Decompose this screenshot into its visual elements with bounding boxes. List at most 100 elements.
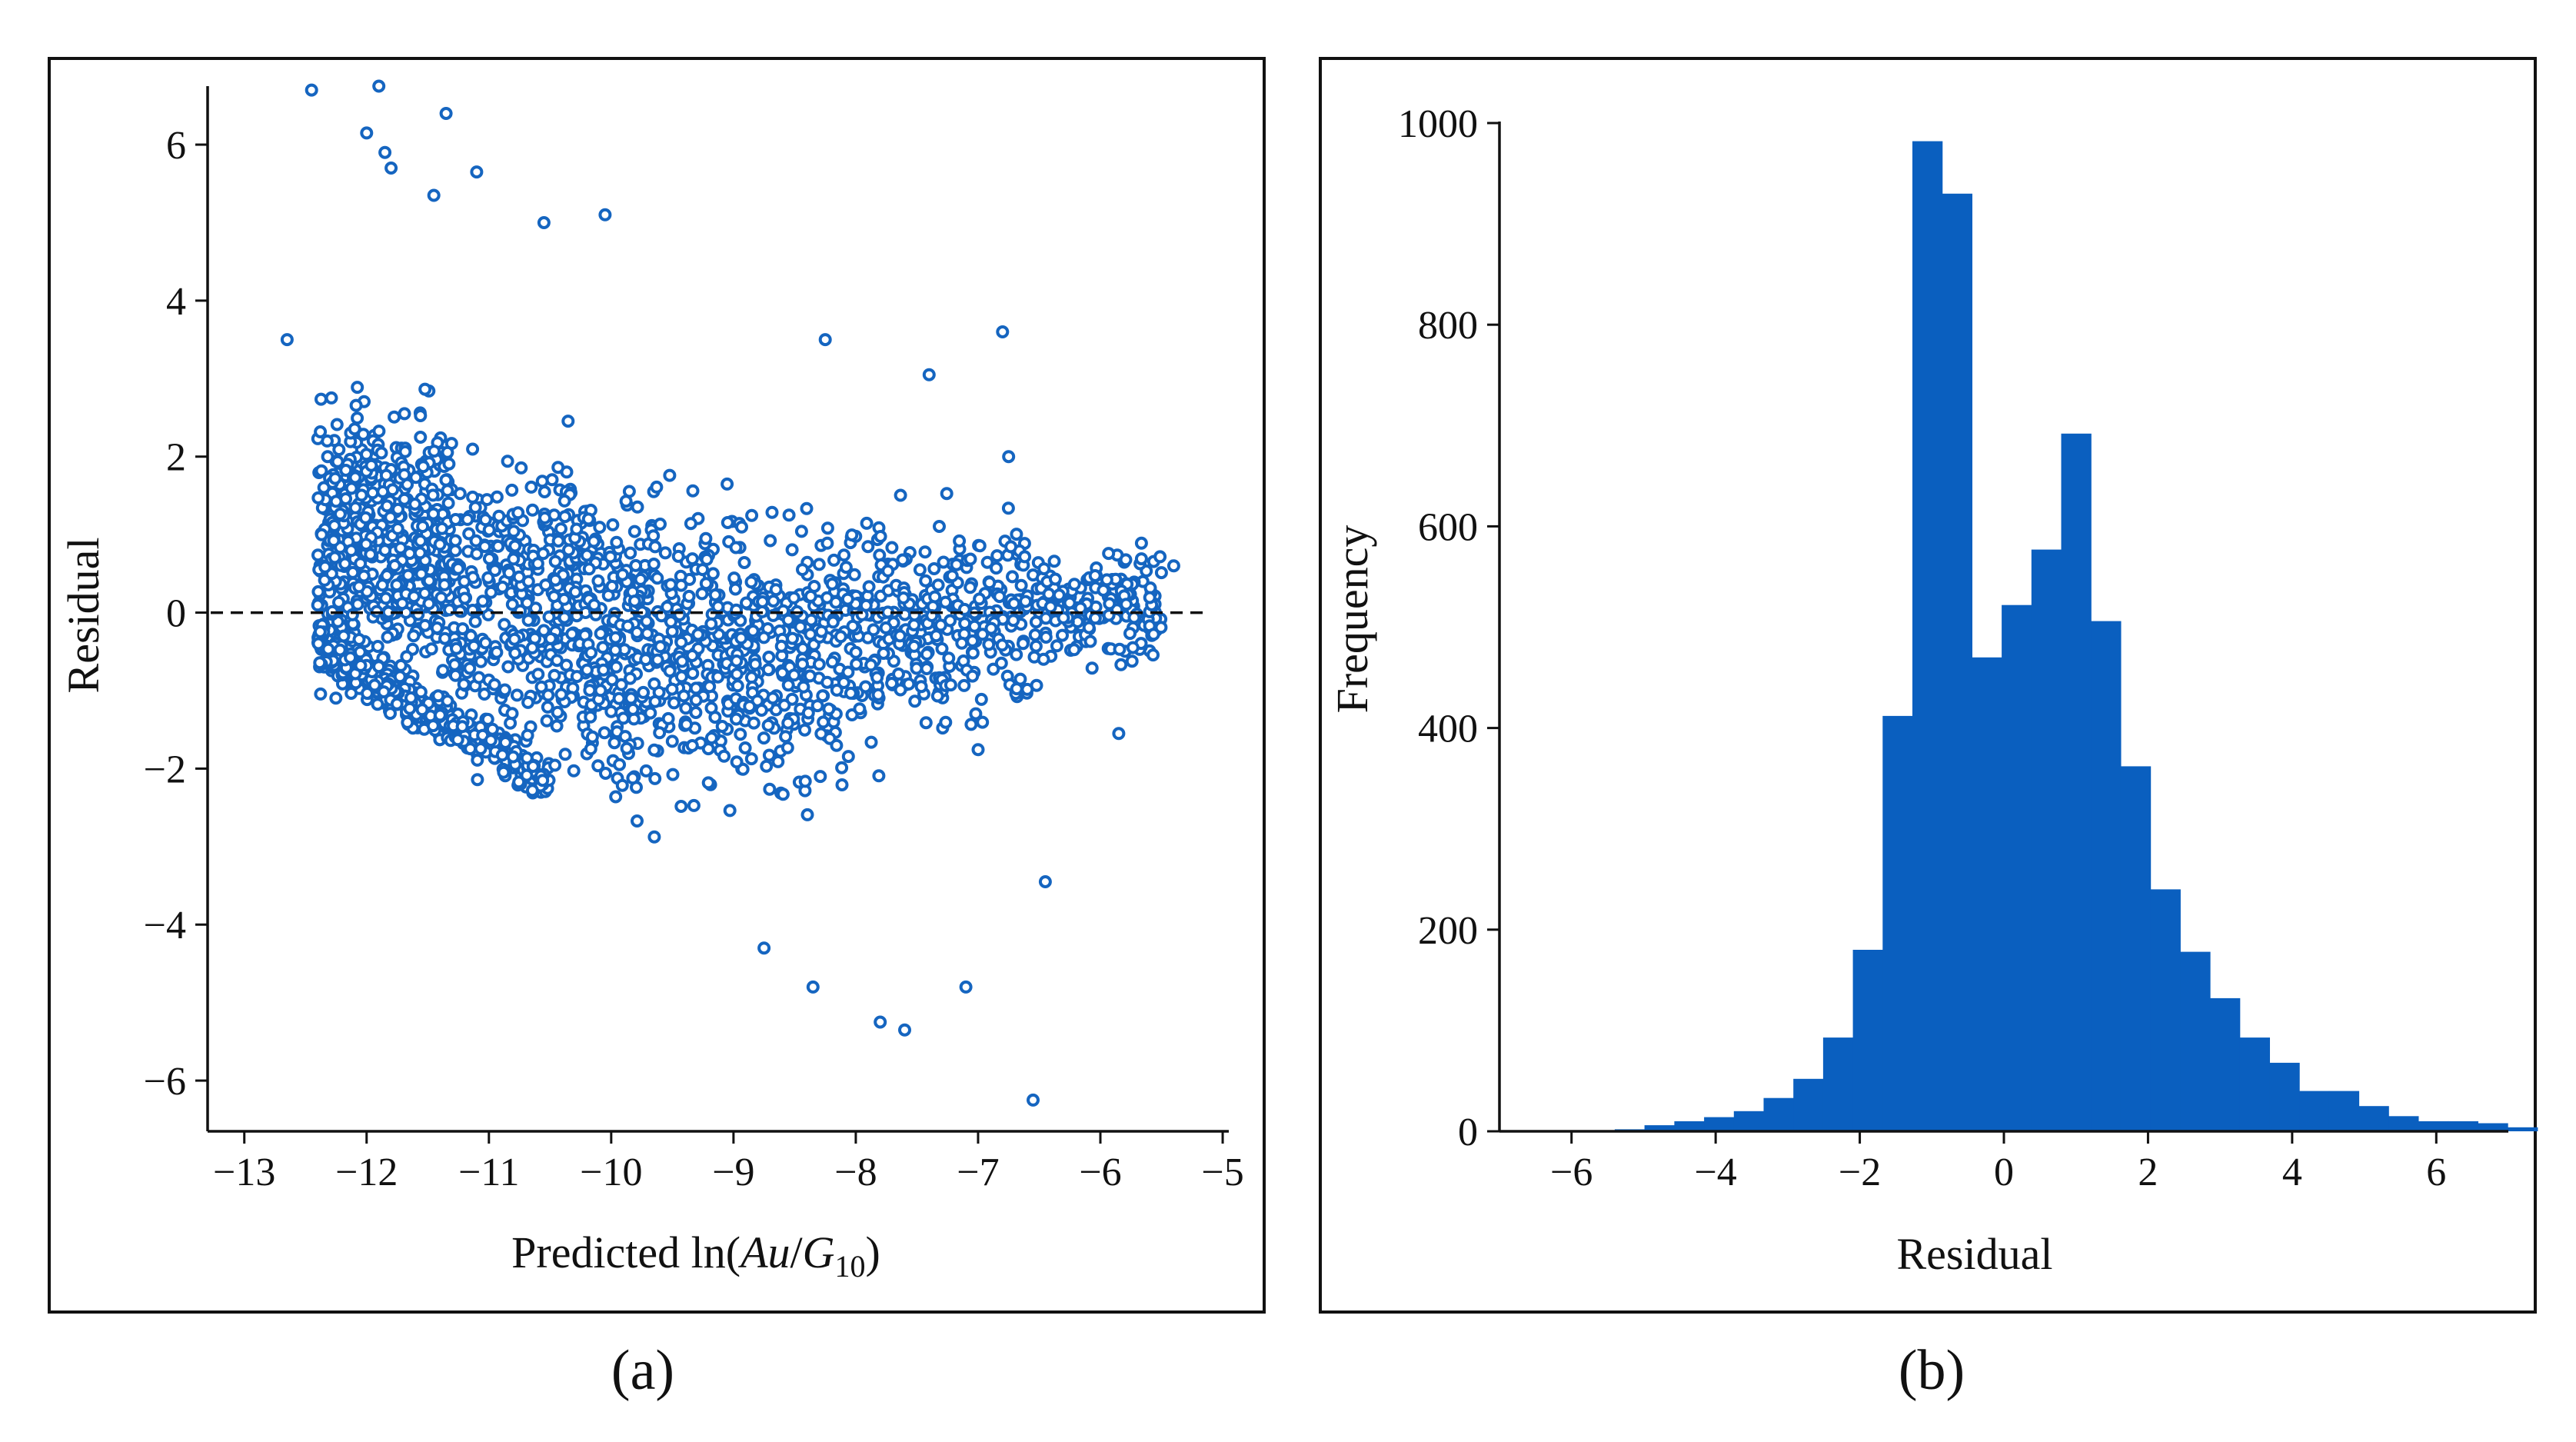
- scatter-point: [647, 743, 661, 757]
- scatter-point: [717, 749, 731, 763]
- scatter-point: [696, 563, 710, 577]
- scatter-point: [587, 535, 601, 548]
- scatter-point: [557, 592, 571, 606]
- scatter-points: [280, 79, 1180, 1107]
- scatter-point: [435, 521, 449, 535]
- scatter-point: [969, 707, 983, 721]
- scatter-point: [531, 668, 545, 681]
- scatter-point: [584, 710, 597, 724]
- scatter-point: [354, 658, 368, 672]
- scatter-point: [814, 624, 828, 638]
- scatter-point: [414, 409, 428, 422]
- scatter-y-tick-label: 6: [166, 124, 186, 168]
- histogram-bar: [2299, 1091, 2330, 1131]
- scatter-point: [967, 619, 981, 633]
- scatter-point: [626, 702, 640, 716]
- scatter-point: [616, 568, 630, 581]
- scatter-point: [740, 596, 753, 610]
- scatter-point: [321, 450, 334, 464]
- scatter-point: [414, 534, 428, 548]
- scatter-point: [526, 503, 539, 517]
- scatter-point: [550, 719, 564, 733]
- scatter-point: [580, 548, 594, 562]
- scatter-point: [744, 752, 758, 766]
- scatter-point: [536, 774, 550, 788]
- xlabel-italic-au: Au: [737, 1227, 790, 1277]
- scatter-point: [687, 798, 701, 812]
- scatter-point: [1019, 594, 1033, 608]
- scatter-point: [1020, 682, 1034, 696]
- scatter-point: [1063, 596, 1077, 610]
- scatter-point: [441, 694, 454, 708]
- scatter-point: [1143, 591, 1157, 604]
- scatter-point: [360, 126, 374, 140]
- scatter-point: [964, 581, 977, 594]
- scatter-point: [807, 580, 821, 593]
- scatter-point: [686, 484, 700, 498]
- scatter-point: [400, 650, 414, 664]
- scatter-point: [558, 510, 572, 524]
- scatter-point: [384, 707, 397, 721]
- scatter-point: [812, 558, 826, 571]
- scatter-x-tick-label: −8: [834, 1151, 877, 1194]
- hist-x-tick-label: −6: [1550, 1151, 1593, 1194]
- scatter-point: [404, 691, 418, 704]
- scatter-point: [898, 1023, 911, 1037]
- scatter-point: [371, 698, 384, 711]
- scatter-point: [762, 651, 776, 664]
- scatter-point: [481, 712, 494, 726]
- scatter-point: [584, 742, 597, 756]
- scatter-point: [424, 642, 438, 656]
- scatter-point: [372, 660, 386, 674]
- scatter-point: [1127, 611, 1141, 624]
- scatter-point: [644, 706, 657, 720]
- scatter-point: [654, 518, 667, 531]
- scatter-point: [957, 678, 971, 692]
- scatter-point: [1039, 631, 1053, 644]
- scatter-y-tick-label: 4: [166, 280, 186, 324]
- scatter-point: [1016, 637, 1030, 651]
- scatter-point: [1052, 588, 1066, 602]
- scatter-point: [450, 641, 463, 655]
- scatter-point: [521, 728, 534, 742]
- scatter-point: [761, 718, 775, 732]
- scatter-point: [721, 516, 734, 529]
- hist-x-tick-label: 0: [1994, 1151, 2014, 1194]
- scatter-point: [1037, 652, 1050, 666]
- scatter-point: [1085, 661, 1099, 675]
- histogram-bar: [2210, 997, 2241, 1131]
- scatter-point: [451, 733, 464, 747]
- scatter-point: [1057, 611, 1070, 624]
- scatter-point: [844, 686, 857, 700]
- scatter-point: [490, 645, 504, 659]
- scatter-point: [458, 574, 471, 588]
- scatter-point: [729, 541, 743, 554]
- scatter-point: [650, 480, 664, 494]
- scatter-point: [1038, 875, 1052, 888]
- scatter-point: [328, 519, 341, 532]
- scatter-point: [894, 683, 907, 697]
- scatter-point: [351, 381, 364, 395]
- scatter-point: [391, 502, 405, 516]
- scatter-point: [498, 683, 511, 697]
- scatter-point: [776, 788, 790, 801]
- scatter-point: [551, 705, 564, 719]
- scatter-point: [841, 750, 855, 764]
- scatter-point: [581, 512, 595, 526]
- scatter-point: [1007, 614, 1020, 628]
- scatter-point: [814, 770, 827, 784]
- scatter-point: [520, 768, 534, 782]
- scatter-point: [845, 528, 859, 542]
- scatter-point: [474, 742, 488, 755]
- scatter-point: [667, 696, 681, 710]
- histogram-bar: [2091, 621, 2122, 1131]
- scatter-point: [548, 573, 562, 587]
- scatter-point: [514, 461, 528, 475]
- scatter-point: [920, 648, 934, 661]
- scatter-point: [699, 577, 713, 591]
- scatter-point: [830, 738, 844, 752]
- scatter-point: [721, 477, 734, 491]
- scatter-point: [685, 739, 699, 752]
- scatter-point: [974, 692, 988, 706]
- scatter-point: [896, 553, 910, 567]
